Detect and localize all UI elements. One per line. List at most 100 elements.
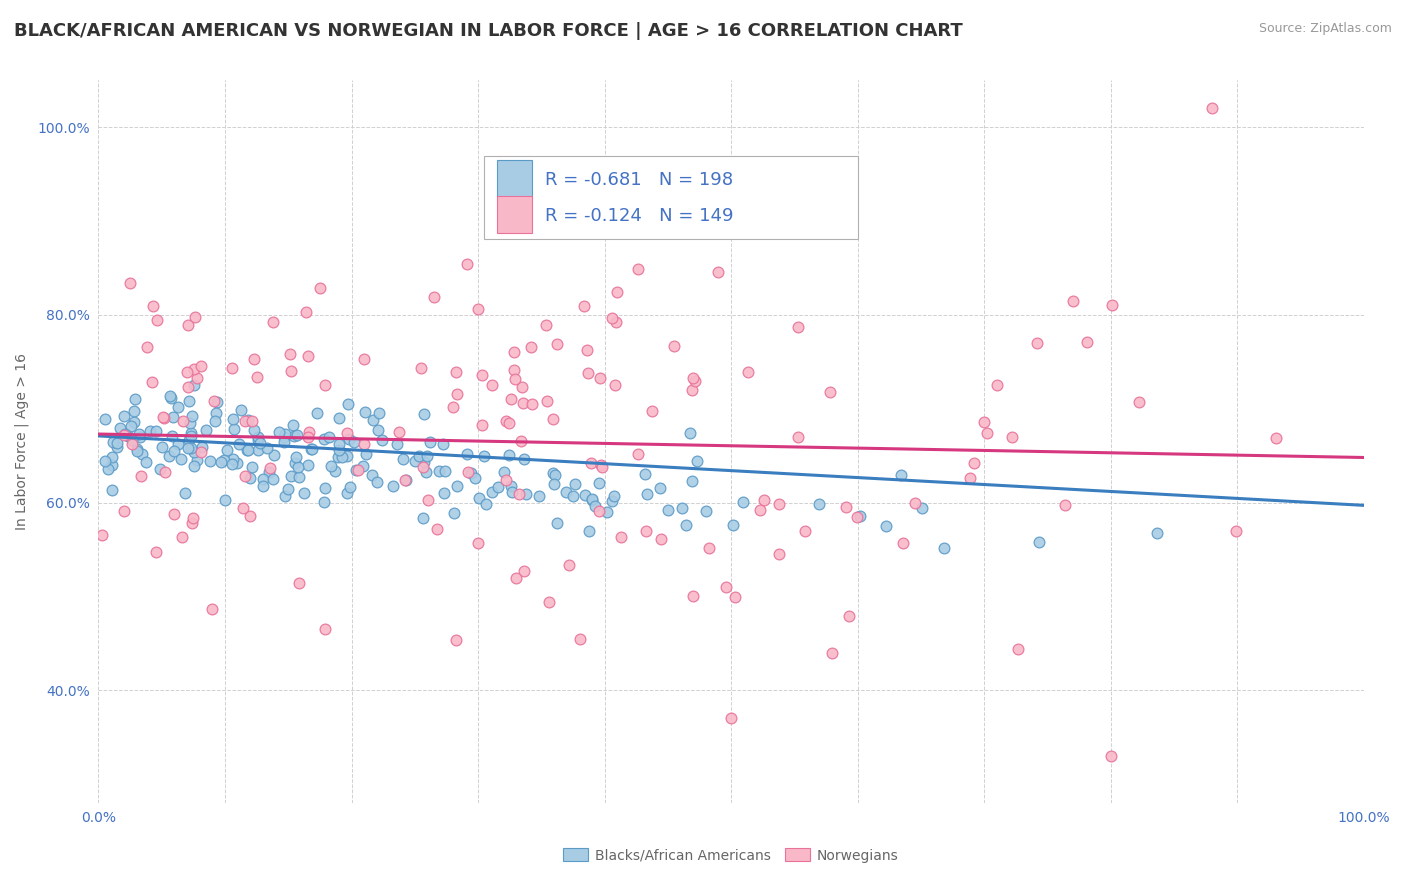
Point [162,409,184,424]
Point [534,318,557,333]
Point [891,536,914,550]
Point [475,497,498,511]
Point [467,536,489,550]
Point [170,530,193,544]
Point [846,510,869,524]
Point [848,509,870,524]
Point [336,426,359,441]
Point [1062,293,1084,308]
Point [589,371,612,385]
Point [650,532,672,546]
Point [695,504,717,518]
Point [159,389,181,403]
Point [91,527,114,541]
Point [328,437,350,451]
Point [681,384,703,398]
Point [309,281,332,295]
Point [222,422,245,436]
Point [152,410,174,425]
Text: R = -0.681   N = 198: R = -0.681 N = 198 [546,171,734,189]
Point [142,299,165,313]
Point [423,290,446,304]
Point [243,423,266,437]
Point [262,472,284,486]
Point [314,482,336,496]
Point [101,483,124,497]
Point [641,404,664,418]
Point [353,405,375,419]
Point [536,394,558,409]
Point [1099,748,1122,763]
Point [221,457,243,471]
Point [471,368,494,382]
Point [232,501,254,516]
Point [1028,535,1050,549]
Point [657,503,679,517]
Point [513,564,536,578]
Point [610,530,633,544]
Point [934,541,956,555]
Point [959,471,981,485]
Y-axis label: In Labor Force | Age > 16: In Labor Force | Age > 16 [14,353,30,530]
Point [505,571,527,585]
Point [558,558,581,572]
Point [157,450,180,464]
Point [543,476,565,491]
Point [494,465,516,479]
Point [733,494,755,508]
Point [444,632,467,647]
Point [596,505,619,519]
Point [200,601,222,615]
Point [150,440,173,454]
Point [114,426,136,441]
Point [627,262,650,277]
Point [388,425,411,440]
Point [720,711,742,725]
Point [312,432,335,446]
Point [366,475,388,489]
Point [122,404,145,418]
Point [446,479,468,493]
Point [186,371,208,385]
Point [575,343,598,357]
Point [513,452,536,467]
Point [510,434,533,449]
Point [413,455,436,469]
Point [821,646,844,660]
Point [127,442,149,456]
Point [228,437,250,451]
Point [326,450,349,465]
Point [603,378,626,392]
Point [498,448,520,462]
Point [177,380,200,394]
Point [101,450,124,464]
Point [706,265,728,279]
Point [515,487,537,501]
Point [166,400,188,414]
Point [564,476,586,491]
Point [240,460,263,475]
Point [408,449,430,463]
Point [184,310,207,325]
Point [129,468,152,483]
Point [412,511,434,525]
Point [177,441,200,455]
Point [183,458,205,473]
Point [413,407,436,421]
Point [976,425,998,440]
Point [600,311,623,326]
Point [505,372,527,386]
Point [832,219,855,233]
Point [146,313,169,327]
Point [314,622,336,636]
Point [263,448,285,462]
Point [105,440,128,454]
Point [441,400,464,414]
Point [353,352,375,367]
Text: Source: ZipAtlas.com: Source: ZipAtlas.com [1258,22,1392,36]
Point [370,434,392,448]
Point [139,424,162,438]
Point [495,473,517,487]
Point [529,489,551,503]
Point [433,464,456,478]
